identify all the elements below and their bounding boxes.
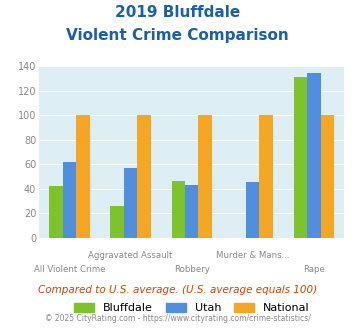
Bar: [307, 73, 321, 238]
Bar: [110, 206, 124, 238]
Text: Rape: Rape: [303, 265, 325, 274]
Bar: [185, 185, 198, 238]
Text: Murder & Mans...: Murder & Mans...: [216, 251, 290, 260]
Bar: [321, 115, 334, 238]
Text: Aggravated Assault: Aggravated Assault: [88, 251, 173, 260]
Bar: [198, 115, 212, 238]
Bar: [294, 77, 307, 238]
Bar: [260, 115, 273, 238]
Bar: [63, 162, 76, 238]
Bar: [124, 168, 137, 238]
Text: © 2025 CityRating.com - https://www.cityrating.com/crime-statistics/: © 2025 CityRating.com - https://www.city…: [45, 314, 310, 323]
Bar: [246, 182, 260, 238]
Text: All Violent Crime: All Violent Crime: [34, 265, 105, 274]
Bar: [76, 115, 90, 238]
Bar: [137, 115, 151, 238]
Bar: [171, 181, 185, 238]
Text: Robbery: Robbery: [174, 265, 210, 274]
Text: Compared to U.S. average. (U.S. average equals 100): Compared to U.S. average. (U.S. average …: [38, 285, 317, 295]
Text: 2019 Bluffdale: 2019 Bluffdale: [115, 5, 240, 20]
Bar: [49, 186, 63, 238]
Text: Violent Crime Comparison: Violent Crime Comparison: [66, 28, 289, 43]
Legend: Bluffdale, Utah, National: Bluffdale, Utah, National: [69, 298, 314, 318]
